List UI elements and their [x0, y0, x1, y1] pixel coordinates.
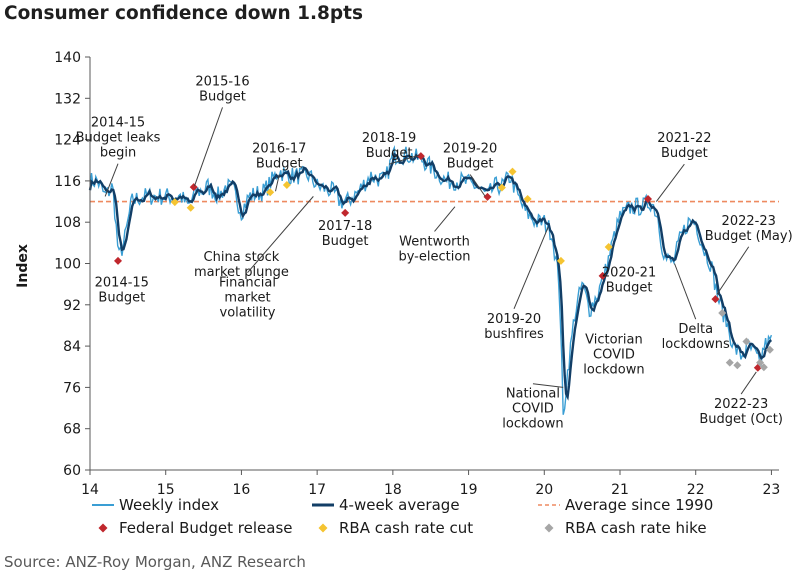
y-tick-label: 100: [54, 257, 81, 273]
annotation-label: 2019-20 bushfires: [484, 312, 544, 342]
annotation-arrow: [469, 174, 486, 197]
rba-hike-marker: [765, 345, 774, 354]
rba-hike-marker: [718, 309, 727, 318]
chart-title: Consumer confidence down 1.8pts: [4, 3, 364, 24]
rba-cut-marker: [556, 256, 565, 265]
x-tick-label: 17: [308, 482, 326, 498]
x-tick-label: 20: [535, 482, 553, 498]
legend-swatch: [318, 523, 328, 533]
source-note: Source: ANZ-Roy Morgan, ANZ Research: [4, 553, 306, 571]
x-tick-label: 16: [233, 482, 251, 498]
annotation-label: 2020-21 Budget: [602, 265, 656, 295]
rba-hike-marker: [742, 337, 751, 346]
annotation-arrow: [194, 107, 223, 187]
annotation-label: 2014-15 Budget leaks begin: [76, 116, 161, 161]
annotation-label: 2021-22 Budget: [657, 131, 711, 161]
rba-hike-marker: [725, 358, 734, 367]
four-week-average-line: [88, 152, 772, 401]
rba-hike-marker: [759, 363, 768, 372]
annotation-arrow: [740, 371, 757, 395]
series-layer: [88, 144, 773, 415]
rba-cut-marker: [186, 203, 195, 212]
x-tick-label: 22: [687, 482, 705, 498]
annotation-label: 2017-18 Budget: [318, 219, 372, 249]
annotation-arrow: [247, 196, 314, 274]
annotations-layer: 2014-15 Budget leaks begin 2014-15 Budget 201…: [76, 74, 793, 431]
markers-layer: [114, 152, 774, 372]
axes-layer: 60 68 76 84 92 100 108 116 124 132 140 14 15 16 17 18 19…: [54, 50, 780, 498]
rba-cut-marker: [508, 167, 517, 176]
budget-marker: [189, 183, 198, 192]
annotation-label: 2018-19 Budget: [362, 131, 416, 161]
annotation-label: Financial market volatility: [219, 276, 276, 321]
rba-cut-marker: [604, 242, 613, 251]
annotation-label: 2014-15 Budget: [95, 276, 149, 306]
annotation-label: China stock market plunge: [194, 250, 289, 280]
y-tick-label: 92: [63, 298, 81, 314]
y-tick-label: 84: [63, 339, 81, 355]
budget-marker: [711, 295, 720, 304]
annotation-arrow: [513, 227, 549, 310]
y-tick-label: 68: [63, 422, 81, 438]
legend-label: RBA cash rate cut: [339, 519, 473, 537]
budget-marker: [341, 208, 350, 217]
annotation-label: National COVID lockdown: [502, 387, 563, 432]
y-tick-label: 140: [54, 50, 81, 66]
annotation-arrow: [674, 263, 697, 320]
annotation-label: Delta lockdowns: [662, 322, 730, 352]
annotation-label: Wentworth by-election: [398, 234, 470, 264]
y-tick-label: 116: [54, 174, 81, 190]
legend-swatch: [98, 523, 108, 533]
x-tick-label: 19: [460, 482, 478, 498]
rba-cut-marker: [497, 183, 506, 192]
legend: Weekly index 4-week average Average since …: [92, 496, 713, 537]
annotation-label: 2019-20 Budget: [443, 142, 497, 172]
legend-label: Federal Budget release: [119, 519, 293, 537]
annotation-arrow: [716, 246, 750, 295]
rba-cut-marker: [282, 181, 291, 190]
rba-cut-marker: [523, 194, 532, 203]
x-tick-label: 18: [384, 482, 402, 498]
budget-marker: [644, 194, 653, 203]
y-tick-label: 60: [63, 463, 81, 479]
y-tick-label: 124: [54, 133, 81, 149]
x-tick-label: 15: [157, 482, 175, 498]
rba-hike-marker: [733, 361, 742, 370]
x-tick-label: 23: [763, 482, 781, 498]
annotation-arrow: [104, 163, 119, 197]
x-tick-label: 21: [611, 482, 629, 498]
annotation-arrow: [388, 154, 420, 165]
legend-label: RBA cash rate hike: [565, 519, 707, 537]
y-tick-label: 76: [63, 380, 81, 396]
annotation-label: 2016-17 Budget: [252, 142, 306, 172]
budget-marker: [598, 271, 607, 280]
budget-marker: [114, 256, 123, 265]
rba-hike-marker: [756, 358, 765, 367]
rba-cut-marker: [170, 198, 179, 207]
annotation-arrow: [532, 383, 564, 388]
legend-label: Average since 1990: [565, 496, 713, 514]
legend-label: Weekly index: [119, 496, 219, 514]
budget-marker: [483, 192, 492, 201]
y-tick-label: 108: [54, 215, 81, 231]
rba-cut-marker: [266, 188, 275, 197]
annotation-arrow: [434, 206, 456, 232]
annotation-arrow: [275, 174, 280, 192]
annotation-label: 2015-16 Budget: [195, 74, 249, 104]
annotation-label: 2022-23 Budget (Oct): [699, 397, 783, 427]
x-tick-label: 14: [81, 482, 99, 498]
legend-swatch: [544, 523, 554, 533]
y-axis-label: Index: [15, 244, 31, 288]
y-tick-label: 132: [54, 91, 81, 107]
budget-marker: [416, 152, 425, 161]
annotation-arrow: [655, 163, 685, 202]
annotation-label: Victorian COVID lockdown: [583, 333, 644, 378]
legend-label: 4-week average: [339, 496, 460, 514]
annotation-label: 2022-23 Budget (May): [705, 214, 793, 244]
